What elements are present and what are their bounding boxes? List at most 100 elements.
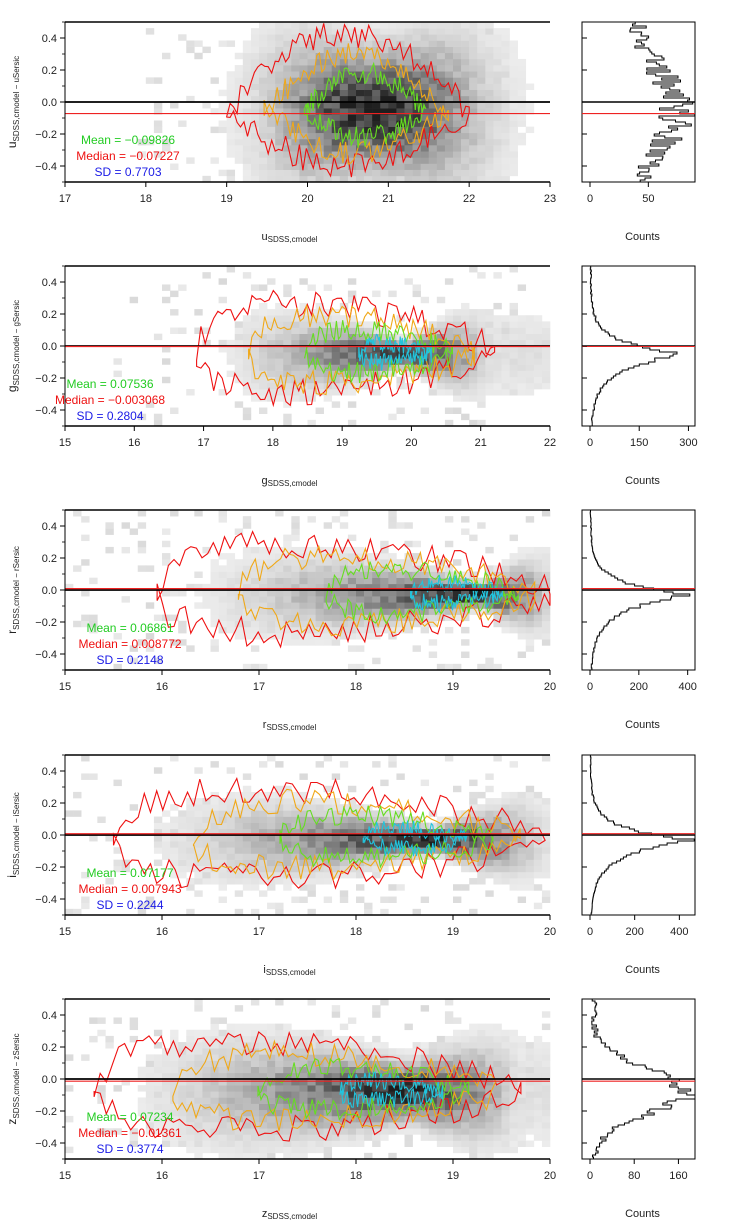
heatmap-cell [517,847,527,854]
x-tick-label: 17 [253,681,265,693]
heatmap-cell [234,1072,244,1080]
heatmap-cell [469,83,478,90]
heatmap-cell [517,651,527,658]
heatmap-cell [323,1072,333,1080]
heatmap-cell [525,596,535,603]
heatmap-cell [250,859,260,867]
heatmap-cell [291,1091,300,1098]
x-tick-label: 17 [253,926,265,938]
heatmap-cell [218,878,227,885]
heatmap-cell [218,1029,227,1037]
heatmap-cell [501,1122,510,1129]
heatmap-cell [194,767,203,774]
heatmap-cell [444,321,454,328]
heatmap-cell [307,853,316,860]
heatmap-cell [436,364,446,371]
heatmap-cell [315,1097,324,1104]
heatmap-cell [242,95,252,103]
heatmap-cell [186,1035,195,1043]
heatmap-cell [259,77,268,84]
heatmap-cell [250,52,260,60]
heatmap-cell [436,296,446,304]
heatmap-cell [170,1128,179,1135]
heatmap-cell [453,327,462,334]
heatmap-cell [275,52,284,60]
heatmap-cell [283,828,292,836]
x-axis-label: uSDSS,cmodel [262,231,318,244]
heatmap-cell [493,1091,502,1098]
heatmap-cell [259,370,268,378]
heatmap-cell [299,132,308,140]
heatmap-cell [145,633,155,640]
heatmap-cell [404,102,413,109]
heatmap-cell [428,620,438,628]
heatmap-cell [380,1060,389,1067]
heatmap-cell [121,865,130,873]
heatmap-cell [517,1097,527,1104]
heatmap-cell [186,583,195,591]
heatmap-cell [339,1091,349,1098]
heatmap-cell [509,1109,518,1117]
heatmap-cell [509,571,518,578]
heatmap-cell [259,871,268,879]
heatmap-cell [469,1115,478,1123]
heatmap-cell [493,816,502,823]
heatmap-cell [412,65,421,72]
heatmap-cell [347,553,357,560]
heatmap-cell [541,364,551,371]
heatmap-cell [372,1128,381,1135]
heatmap-cell [453,28,462,35]
heatmap-cell [485,1023,494,1031]
heatmap-cell [501,878,510,885]
y-tick-label: 0.4 [42,1010,57,1022]
heatmap-cell [485,859,494,867]
heatmap-cell [372,151,381,158]
heatmap-cell [453,663,462,671]
heatmap-cell [299,302,308,310]
heatmap-cell [259,364,268,371]
heatmap-cell [242,583,252,591]
heatmap-cell [469,395,478,402]
heatmap-cell [477,315,486,322]
hist-x-tick-label: 200 [630,681,648,693]
heatmap-cell [461,309,470,316]
heatmap-cell [533,339,543,347]
heatmap-cell [323,608,333,615]
heatmap-cell [347,401,357,408]
heatmap-cell [347,822,357,830]
heatmap-cell [331,626,341,634]
heatmap-cell [331,620,341,628]
heatmap-cell [291,816,300,823]
heatmap-cell [291,835,300,842]
heatmap-cell [267,902,276,910]
heatmap-cell [226,853,236,860]
heatmap-cell [226,175,236,183]
heatmap-cell [453,95,462,103]
heatmap-cell [509,859,518,867]
heatmap-cell [436,34,446,41]
heatmap-cell [509,370,518,378]
heatmap-cell [275,908,284,916]
heatmap-cell [364,1072,373,1080]
heatmap-cell [428,132,438,140]
heatmap-cell [372,657,381,665]
heatmap-cell [380,157,389,164]
heatmap-cell [461,865,470,873]
heatmap-cell [267,1091,276,1098]
heatmap-cell [404,853,413,860]
heatmap-cell [541,1060,551,1067]
heatmap-cell [113,358,122,365]
heatmap-cell [267,132,276,140]
heatmap-cell [299,835,308,842]
heatmap-cell [291,163,300,170]
heatmap-cell [73,908,82,916]
heatmap-cell [525,822,535,830]
heatmap-cell [444,1097,454,1104]
heatmap-cell [331,559,341,566]
heatmap-cell [388,126,397,134]
heatmap-cell [404,22,413,29]
heatmap-cell [517,865,527,873]
contour-level-4 [339,1071,444,1108]
heatmap-cell [444,163,454,170]
heatmap-cell [267,859,276,867]
